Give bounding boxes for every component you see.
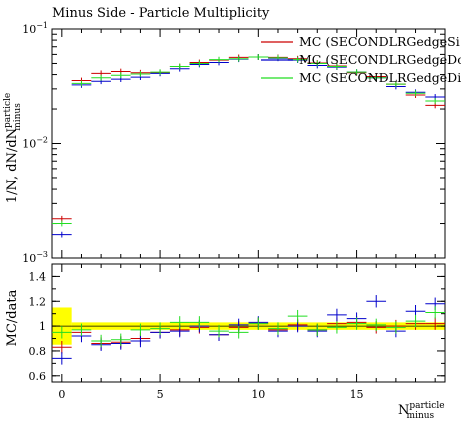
main-panel: 10−1 10−2 10−3 <box>22 21 446 265</box>
ratio-frame <box>51 263 446 383</box>
y-tick-label: 10−3 <box>22 250 48 265</box>
y-axis-label: 1/N, dN/dNparticleminus <box>3 93 23 203</box>
x-axis-label: Nparticle minus <box>398 401 445 421</box>
ratio-y-tick-label: 0.8 <box>29 345 47 358</box>
x-tick-label: 15 <box>350 388 364 401</box>
x-tick-label: 0 <box>58 388 65 401</box>
y-tick-label: 10−2 <box>22 136 48 151</box>
legend-label: MC (SECONDLRGedgeSi <box>299 34 460 49</box>
ratio-y-tick-label: 0.6 <box>29 370 47 383</box>
legend: MC (SECONDLRGedgeSi MC (SECONDLRGedgeDo MC… <box>261 34 461 85</box>
ratio-y-tick-label: 1 <box>39 320 46 333</box>
legend-label: MC (SECONDLRGedgeDi <box>299 70 461 85</box>
y-tick-label: 10−1 <box>22 21 48 36</box>
chart-title: Minus Side - Particle Multiplicity <box>52 6 270 21</box>
legend-label: MC (SECONDLRGedgeDo <box>299 52 461 67</box>
x-tick-label: 10 <box>251 388 265 401</box>
ratio-y-axis-label: MC/data <box>5 289 20 346</box>
ratio-panel: 0.6 0.8 1 1.2 1.4 0 5 10 15 <box>29 263 446 401</box>
x-tick-label: 5 <box>157 388 164 401</box>
ratio-y-tick-label: 1.4 <box>29 270 47 283</box>
ratio-y-tick-label: 1.2 <box>29 295 47 308</box>
